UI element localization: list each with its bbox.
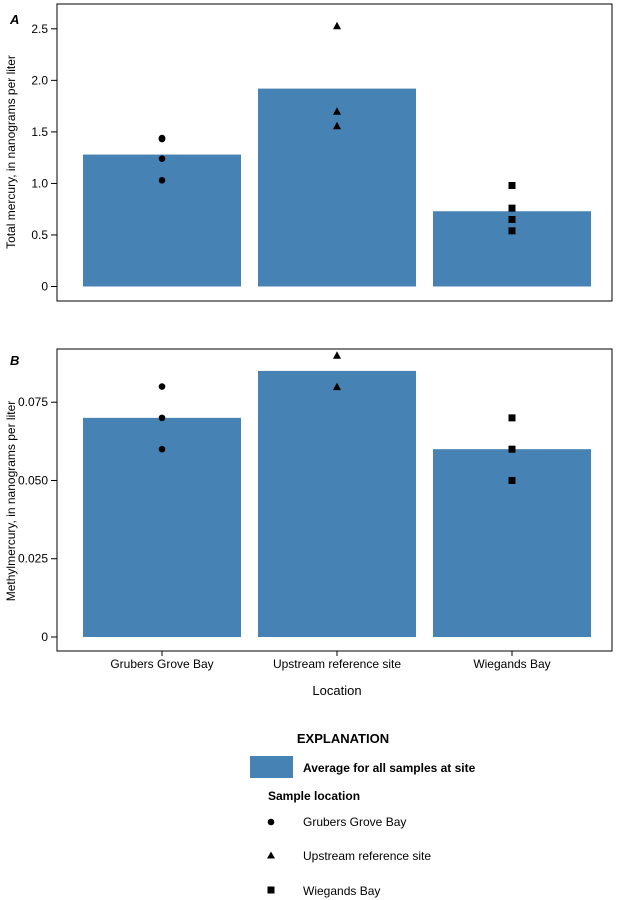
x-axis-label: Location xyxy=(312,683,361,698)
bar-3 xyxy=(433,211,591,287)
y-tick-label: 1.5 xyxy=(31,125,48,139)
sample-point-square-3-4 xyxy=(508,227,516,235)
y-tick-label: 0.050 xyxy=(18,473,48,487)
x-tick-label: Upstream reference site xyxy=(273,657,401,671)
sample-point-square-3-1 xyxy=(508,414,516,422)
sample-point-circle-1-3 xyxy=(158,155,166,162)
sample-point-square-3-2 xyxy=(508,445,516,453)
legend-title: EXPLANATION xyxy=(297,731,389,746)
y-tick-label: 2.0 xyxy=(31,73,48,87)
bar-2 xyxy=(258,370,416,637)
panel-b: B 0 0.025 0.050 0.075 Grubers Grove Bay Upst… xyxy=(4,348,613,698)
panel-a: A 0 0.5 1.0 1.5 2.0 2.5 Total mercury, in nan… xyxy=(4,3,613,302)
legend-triangle-marker xyxy=(267,851,275,859)
sample-point-triangle-2-2 xyxy=(333,107,341,115)
panel-a-label: A xyxy=(9,12,19,27)
panel-b-y-axis-label: Methylmercury, in nanograms per liter xyxy=(4,401,18,602)
y-tick-label: 0 xyxy=(41,630,48,644)
bar-1 xyxy=(83,154,241,287)
y-tick-label: 0.5 xyxy=(31,228,48,242)
sample-point-square-3-3 xyxy=(508,476,516,484)
legend-bar-swatch xyxy=(250,756,293,778)
sample-point-circle-1-1 xyxy=(158,383,166,390)
legend-item-label: Grubers Grove Bay xyxy=(303,815,406,829)
y-tick-label: 0 xyxy=(41,280,48,294)
sample-point-triangle-2-1 xyxy=(333,21,341,30)
sample-point-square-3-2 xyxy=(508,204,516,212)
sample-point-square-3-1 xyxy=(508,181,516,189)
panel-a-frame xyxy=(56,3,613,302)
sample-point-circle-1-2 xyxy=(158,135,166,143)
legend: EXPLANATION Average for all samples at s… xyxy=(250,731,476,898)
legend-subtitle: Sample location xyxy=(268,789,360,803)
bar-2 xyxy=(258,88,416,287)
panel-b-label: B xyxy=(10,353,19,368)
y-tick-label: 2.5 xyxy=(31,22,48,36)
bar-1 xyxy=(83,417,241,637)
y-tick-label: 0.075 xyxy=(18,395,48,409)
sample-point-circle-1-2 xyxy=(158,414,166,422)
sample-point-triangle-2-2 xyxy=(333,382,341,391)
legend-circle-marker xyxy=(267,818,275,826)
legend-item-label: Wiegands Bay xyxy=(303,884,380,898)
sample-point-circle-1-3 xyxy=(158,445,166,453)
x-tick-label: Grubers Grove Bay xyxy=(110,657,213,671)
sample-point-circle-1-4 xyxy=(158,177,166,184)
sample-point-triangle-2-1 xyxy=(333,351,341,359)
y-tick-label: 1.0 xyxy=(31,176,48,190)
x-tick-label: Wiegands Bay xyxy=(473,657,550,671)
sample-point-square-3-3 xyxy=(508,216,516,223)
panel-a-y-axis-label: Total mercury, in nanograms per liter xyxy=(4,55,18,249)
panel-b-frame xyxy=(56,348,613,652)
legend-bar-label: Average for all samples at site xyxy=(303,761,476,775)
legend-item-label: Upstream reference site xyxy=(303,849,431,863)
y-tick-label: 0.025 xyxy=(18,552,48,566)
sample-point-triangle-2-3 xyxy=(333,121,341,130)
legend-square-marker xyxy=(267,886,275,894)
